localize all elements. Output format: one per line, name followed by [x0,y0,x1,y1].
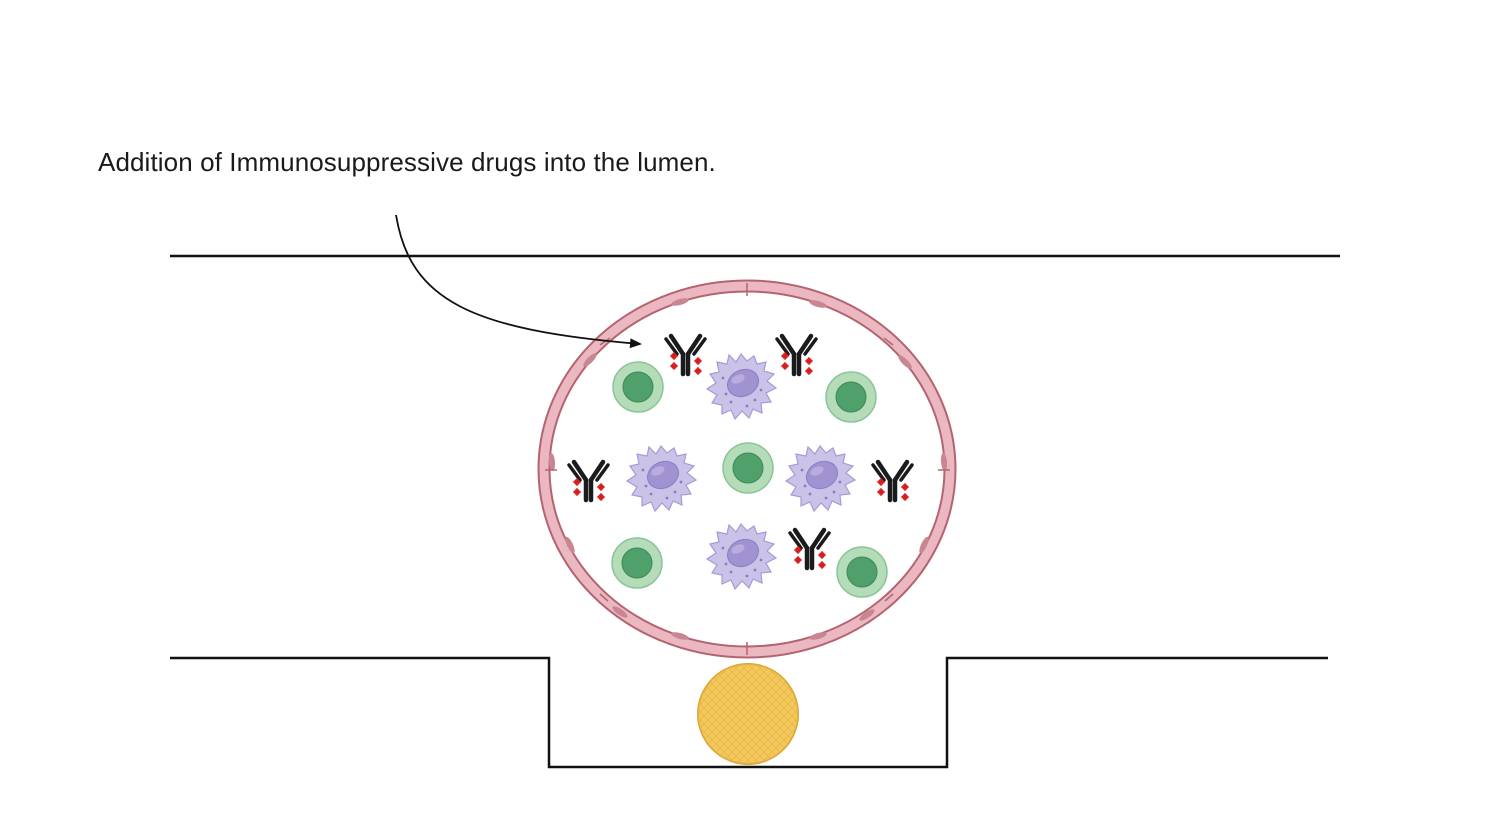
organoid-spheroid [697,663,799,765]
green-immune-cell [836,546,888,598]
channel-bottom-well [170,656,1328,769]
green-immune-cell [611,537,663,589]
green-immune-cell [722,442,774,494]
green-immune-cell [825,371,877,423]
green-immune-cell [612,361,664,413]
annotation-caption: Addition of Immunosuppressive drugs into… [98,147,716,177]
annotation-arrow [395,214,642,349]
